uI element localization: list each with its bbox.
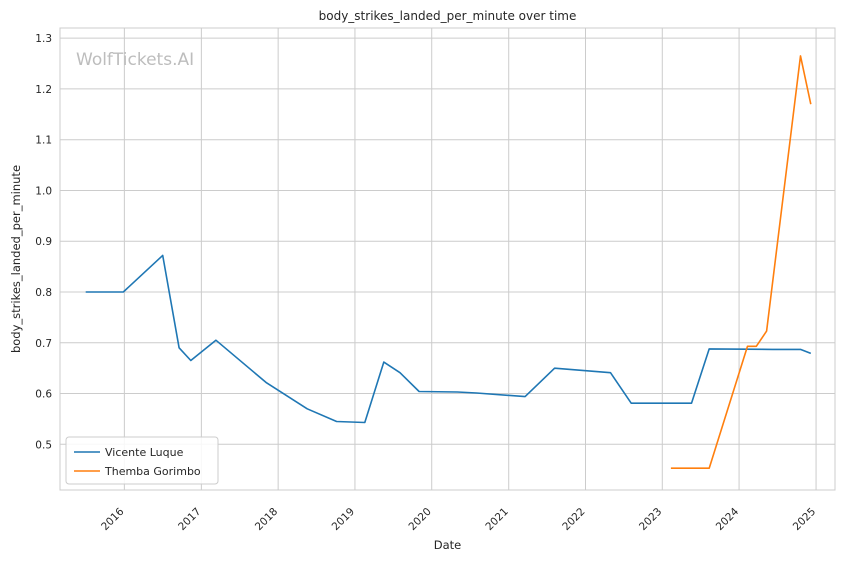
y-axis-ticks: 0.5 0.6 0.7 0.8 0.9 1.0 1.1 1.2 1.3 (35, 33, 52, 451)
x-tick-label: 2025 (791, 506, 818, 533)
legend-label-vicente-luque: Vicente Luque (105, 446, 184, 459)
y-tick-label: 1.0 (35, 185, 52, 197)
x-tick-label: 2022 (560, 506, 587, 533)
x-tick-label: 2018 (253, 506, 280, 533)
y-tick-label: 0.9 (35, 236, 52, 248)
plot-area (59, 27, 836, 491)
x-tick-label: 2019 (330, 506, 357, 533)
x-tick-label: 2016 (99, 505, 127, 533)
y-tick-label: 0.6 (35, 389, 52, 401)
x-tick-label: 2020 (406, 506, 433, 533)
y-tick-label: 1.1 (35, 135, 52, 147)
series-line-0 (85, 254, 812, 424)
y-tick-label: 0.5 (35, 439, 52, 451)
x-axis-label: Date (434, 538, 462, 552)
series-line-1 (670, 55, 812, 470)
legend-box (65, 436, 219, 485)
gridlines (60, 28, 835, 490)
x-tick-label: 2021 (483, 506, 510, 533)
y-axis-label: body_strikes_landed_per_minute (9, 165, 23, 353)
series-lines (85, 55, 812, 470)
y-tick-label: 1.2 (35, 84, 52, 96)
watermark: WolfTickets.AI (76, 50, 194, 70)
y-tick-label: 0.8 (35, 287, 52, 299)
x-axis-ticks: 2016 2017 2018 2019 2020 2021 2022 2023 2024 2025 (99, 505, 818, 533)
chart-title: body_strikes_landed_per_minute over time (319, 9, 577, 23)
legend: Vicente Luque Themba Gorimbo (65, 436, 219, 485)
y-tick-label: 1.3 (35, 33, 52, 45)
x-tick-label: 2017 (176, 506, 203, 533)
x-tick-label: 2023 (637, 506, 664, 533)
legend-label-themba-gorimbo: Themba Gorimbo (104, 465, 201, 478)
x-tick-label: 2024 (714, 505, 742, 533)
y-tick-label: 0.7 (35, 338, 52, 350)
